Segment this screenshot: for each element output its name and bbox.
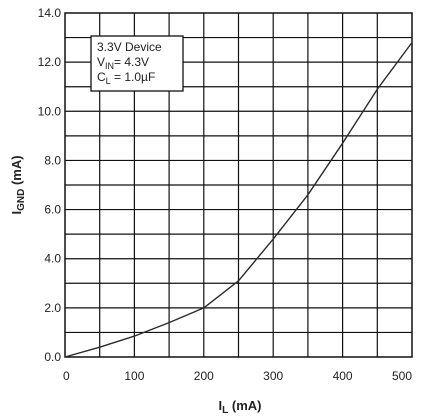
y-tick-label: 12.0 (38, 55, 62, 69)
x-axis-label: IL (mA) (219, 398, 262, 416)
x-tick-label: 100 (124, 369, 144, 383)
y-tick-label: 4.0 (44, 252, 61, 266)
y-tick-label: 14.0 (38, 6, 62, 20)
annotation-device: 3.3V Device (97, 40, 162, 54)
x-tick-label: 0 (63, 369, 70, 383)
tick-labels: 0.0 2.0 4.0 6.0 8.0 10.0 12.0 14.0 0 100 200 300 400… (38, 6, 413, 383)
annotation-box: 3.3V Device VIN= 4.3V CL = 1.0µF (90, 35, 184, 92)
y-tick-label: 0.0 (44, 350, 61, 364)
annotation-box-border (90, 35, 184, 92)
annotation-vin: VIN= 4.3V (97, 55, 149, 71)
series-layer (64, 42, 413, 358)
y-axis-label: IGND (mA) (9, 155, 27, 214)
series-line (64, 42, 413, 358)
annotation-cl: CL = 1.0µF (97, 70, 155, 86)
y-tick-label: 2.0 (44, 301, 61, 315)
y-tick-label: 8.0 (44, 153, 61, 167)
grid-lines (65, 13, 412, 357)
x-tick-label: 400 (333, 369, 353, 383)
x-tick-label: 200 (194, 369, 214, 383)
x-tick-label: 500 (392, 369, 412, 383)
y-tick-label: 10.0 (38, 104, 62, 118)
plot-frame (64, 12, 413, 358)
y-tick-label: 6.0 (44, 203, 61, 217)
x-tick-label: 300 (263, 369, 283, 383)
